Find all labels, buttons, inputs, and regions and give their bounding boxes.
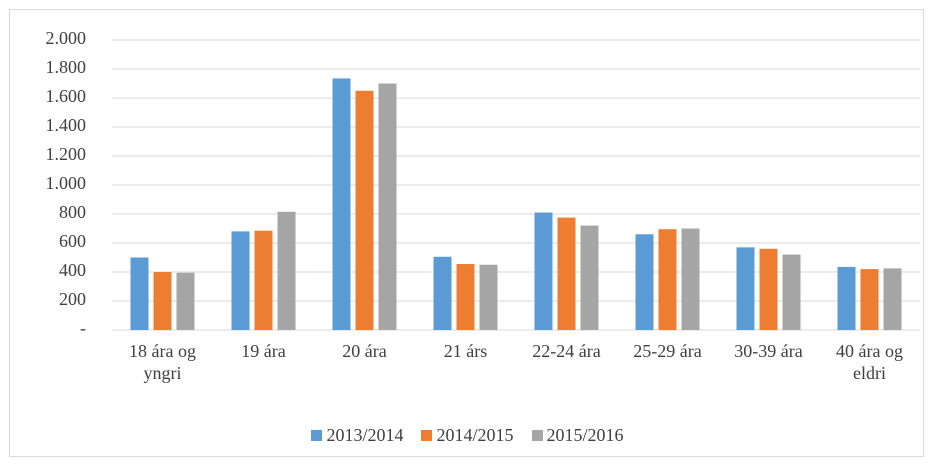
bar bbox=[130, 257, 149, 330]
x-tick-label: 30-39 ára bbox=[734, 341, 803, 361]
y-tick-label: 1.000 bbox=[46, 173, 87, 193]
y-tick-label: - bbox=[80, 318, 86, 338]
bar bbox=[479, 264, 498, 330]
bar bbox=[580, 225, 599, 330]
bar bbox=[681, 228, 700, 330]
bar bbox=[860, 269, 879, 330]
bar bbox=[557, 217, 576, 330]
legend-item: 2015/2016 bbox=[531, 425, 624, 446]
bar bbox=[759, 248, 778, 330]
bar bbox=[837, 266, 856, 330]
y-tick-label: 1.800 bbox=[46, 57, 87, 77]
legend-item: 2013/2014 bbox=[311, 425, 403, 446]
bar bbox=[736, 247, 755, 330]
x-tick-label: 22-24 ára bbox=[532, 341, 601, 361]
y-tick-label: 600 bbox=[59, 231, 86, 251]
y-tick-label: 1.200 bbox=[46, 144, 87, 164]
bar bbox=[658, 229, 677, 330]
legend-swatch bbox=[311, 430, 323, 441]
legend-label: 2014/2015 bbox=[436, 425, 514, 445]
legend: 2013/2014 2014/2015 2015/2016 bbox=[0, 425, 935, 446]
x-tick-label: 20 ára bbox=[342, 341, 387, 361]
y-tick-label: 200 bbox=[59, 289, 86, 309]
bar bbox=[277, 211, 296, 330]
bar bbox=[355, 90, 374, 330]
x-tick-label: 19 ára bbox=[241, 341, 286, 361]
y-tick-label: 1.400 bbox=[46, 115, 87, 135]
bar bbox=[883, 268, 902, 330]
bar bbox=[782, 254, 801, 330]
bar bbox=[153, 272, 172, 330]
y-tick-label: 2.000 bbox=[46, 28, 87, 48]
bar bbox=[231, 231, 250, 330]
bar bbox=[456, 264, 475, 330]
x-tick-label: 25-29 ára bbox=[633, 341, 702, 361]
bar bbox=[635, 234, 654, 330]
x-tick-label: 40 ára og eldri bbox=[836, 341, 903, 383]
y-tick-label: 400 bbox=[59, 260, 86, 280]
bar bbox=[254, 230, 273, 330]
x-tick-label: 21 árs bbox=[443, 341, 488, 361]
bar bbox=[176, 272, 195, 330]
legend-swatch bbox=[421, 430, 433, 441]
legend-item: 2014/2015 bbox=[421, 425, 514, 446]
y-tick-label: 800 bbox=[59, 202, 86, 222]
legend-label: 2015/2016 bbox=[546, 425, 624, 445]
bar bbox=[534, 212, 553, 330]
legend-swatch bbox=[531, 430, 543, 441]
legend-label: 2013/2014 bbox=[326, 425, 404, 445]
x-tick-label: 18 ára og yngri bbox=[129, 341, 196, 383]
bar bbox=[378, 83, 397, 330]
chart-border bbox=[9, 9, 924, 457]
y-tick-label: 1.600 bbox=[46, 86, 87, 106]
bar bbox=[332, 78, 351, 330]
bar bbox=[433, 256, 452, 330]
